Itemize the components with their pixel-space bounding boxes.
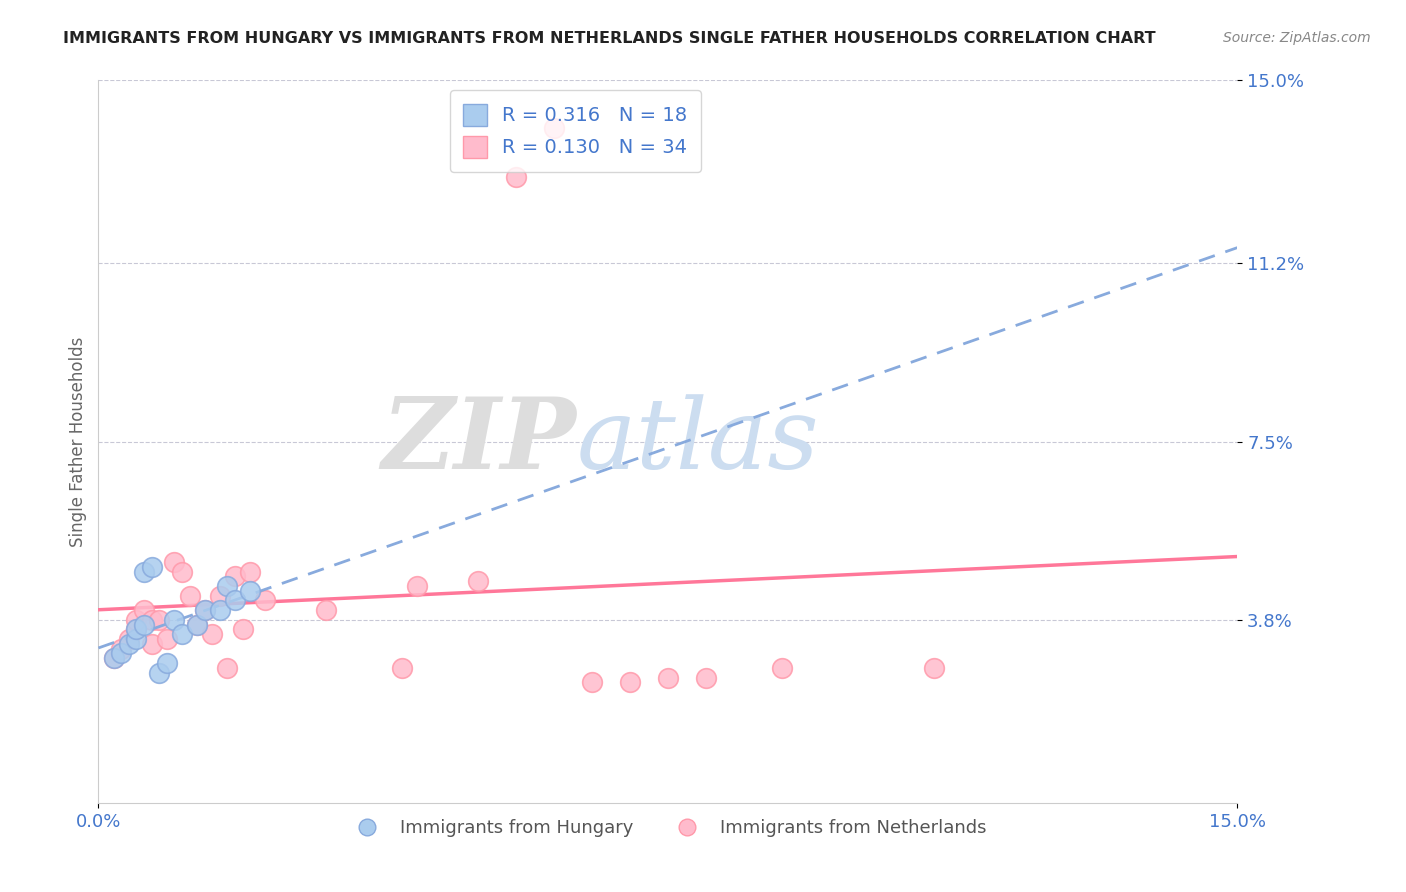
Point [186,617,208,632]
Point [657,671,679,685]
Point [141,559,163,574]
Point [543,121,565,136]
Point [110,647,132,661]
Point [156,656,179,670]
Point [110,641,132,656]
Point [103,651,125,665]
Point [163,613,186,627]
Point [224,569,246,583]
Point [132,617,155,632]
Text: Source: ZipAtlas.com: Source: ZipAtlas.com [1223,31,1371,45]
Point [239,583,262,598]
Point [156,632,179,646]
Point [179,589,201,603]
Point [581,675,603,690]
Text: IMMIGRANTS FROM HUNGARY VS IMMIGRANTS FROM NETHERLANDS SINGLE FATHER HOUSEHOLDS : IMMIGRANTS FROM HUNGARY VS IMMIGRANTS FR… [63,31,1156,46]
Point [148,613,170,627]
Point [208,603,231,617]
Point [217,579,239,593]
Point [315,603,337,617]
Point [232,623,254,637]
Text: ZIP: ZIP [382,393,576,490]
Point [208,589,231,603]
Legend: Immigrants from Hungary, Immigrants from Netherlands: Immigrants from Hungary, Immigrants from… [342,812,994,845]
Point [125,632,148,646]
Point [118,637,141,651]
Point [163,555,186,569]
Point [770,661,793,675]
Point [224,593,246,607]
Point [217,661,239,675]
Point [201,627,224,641]
Point [132,565,155,579]
Point [170,565,193,579]
Point [141,637,163,651]
Point [170,627,193,641]
Point [118,632,141,646]
Point [194,603,217,617]
Point [406,579,429,593]
Point [141,613,163,627]
Point [148,665,170,680]
Point [467,574,489,589]
Point [695,671,717,685]
Point [186,617,208,632]
Point [125,613,148,627]
Y-axis label: Single Father Households: Single Father Households [69,336,87,547]
Text: atlas: atlas [576,394,820,489]
Point [391,661,413,675]
Point [505,169,527,184]
Point [103,651,125,665]
Point [125,623,148,637]
Point [239,565,262,579]
Point [132,603,155,617]
Point [922,661,945,675]
Point [194,603,217,617]
Point [254,593,277,607]
Point [125,623,148,637]
Point [619,675,641,690]
